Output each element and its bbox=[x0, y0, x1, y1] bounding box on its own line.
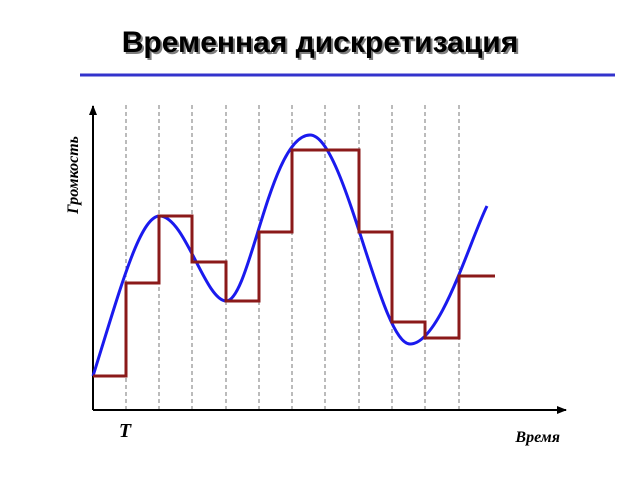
title: Временная дискретизация bbox=[122, 26, 518, 59]
x-axis-label: Время bbox=[514, 429, 560, 446]
title-shadow: Временная дискретизация bbox=[124, 28, 520, 61]
signal-curve bbox=[91, 133, 489, 377]
period-label: T bbox=[119, 420, 132, 442]
y-axis-label: Громкость bbox=[65, 136, 82, 215]
sampled-steps bbox=[93, 148, 495, 378]
